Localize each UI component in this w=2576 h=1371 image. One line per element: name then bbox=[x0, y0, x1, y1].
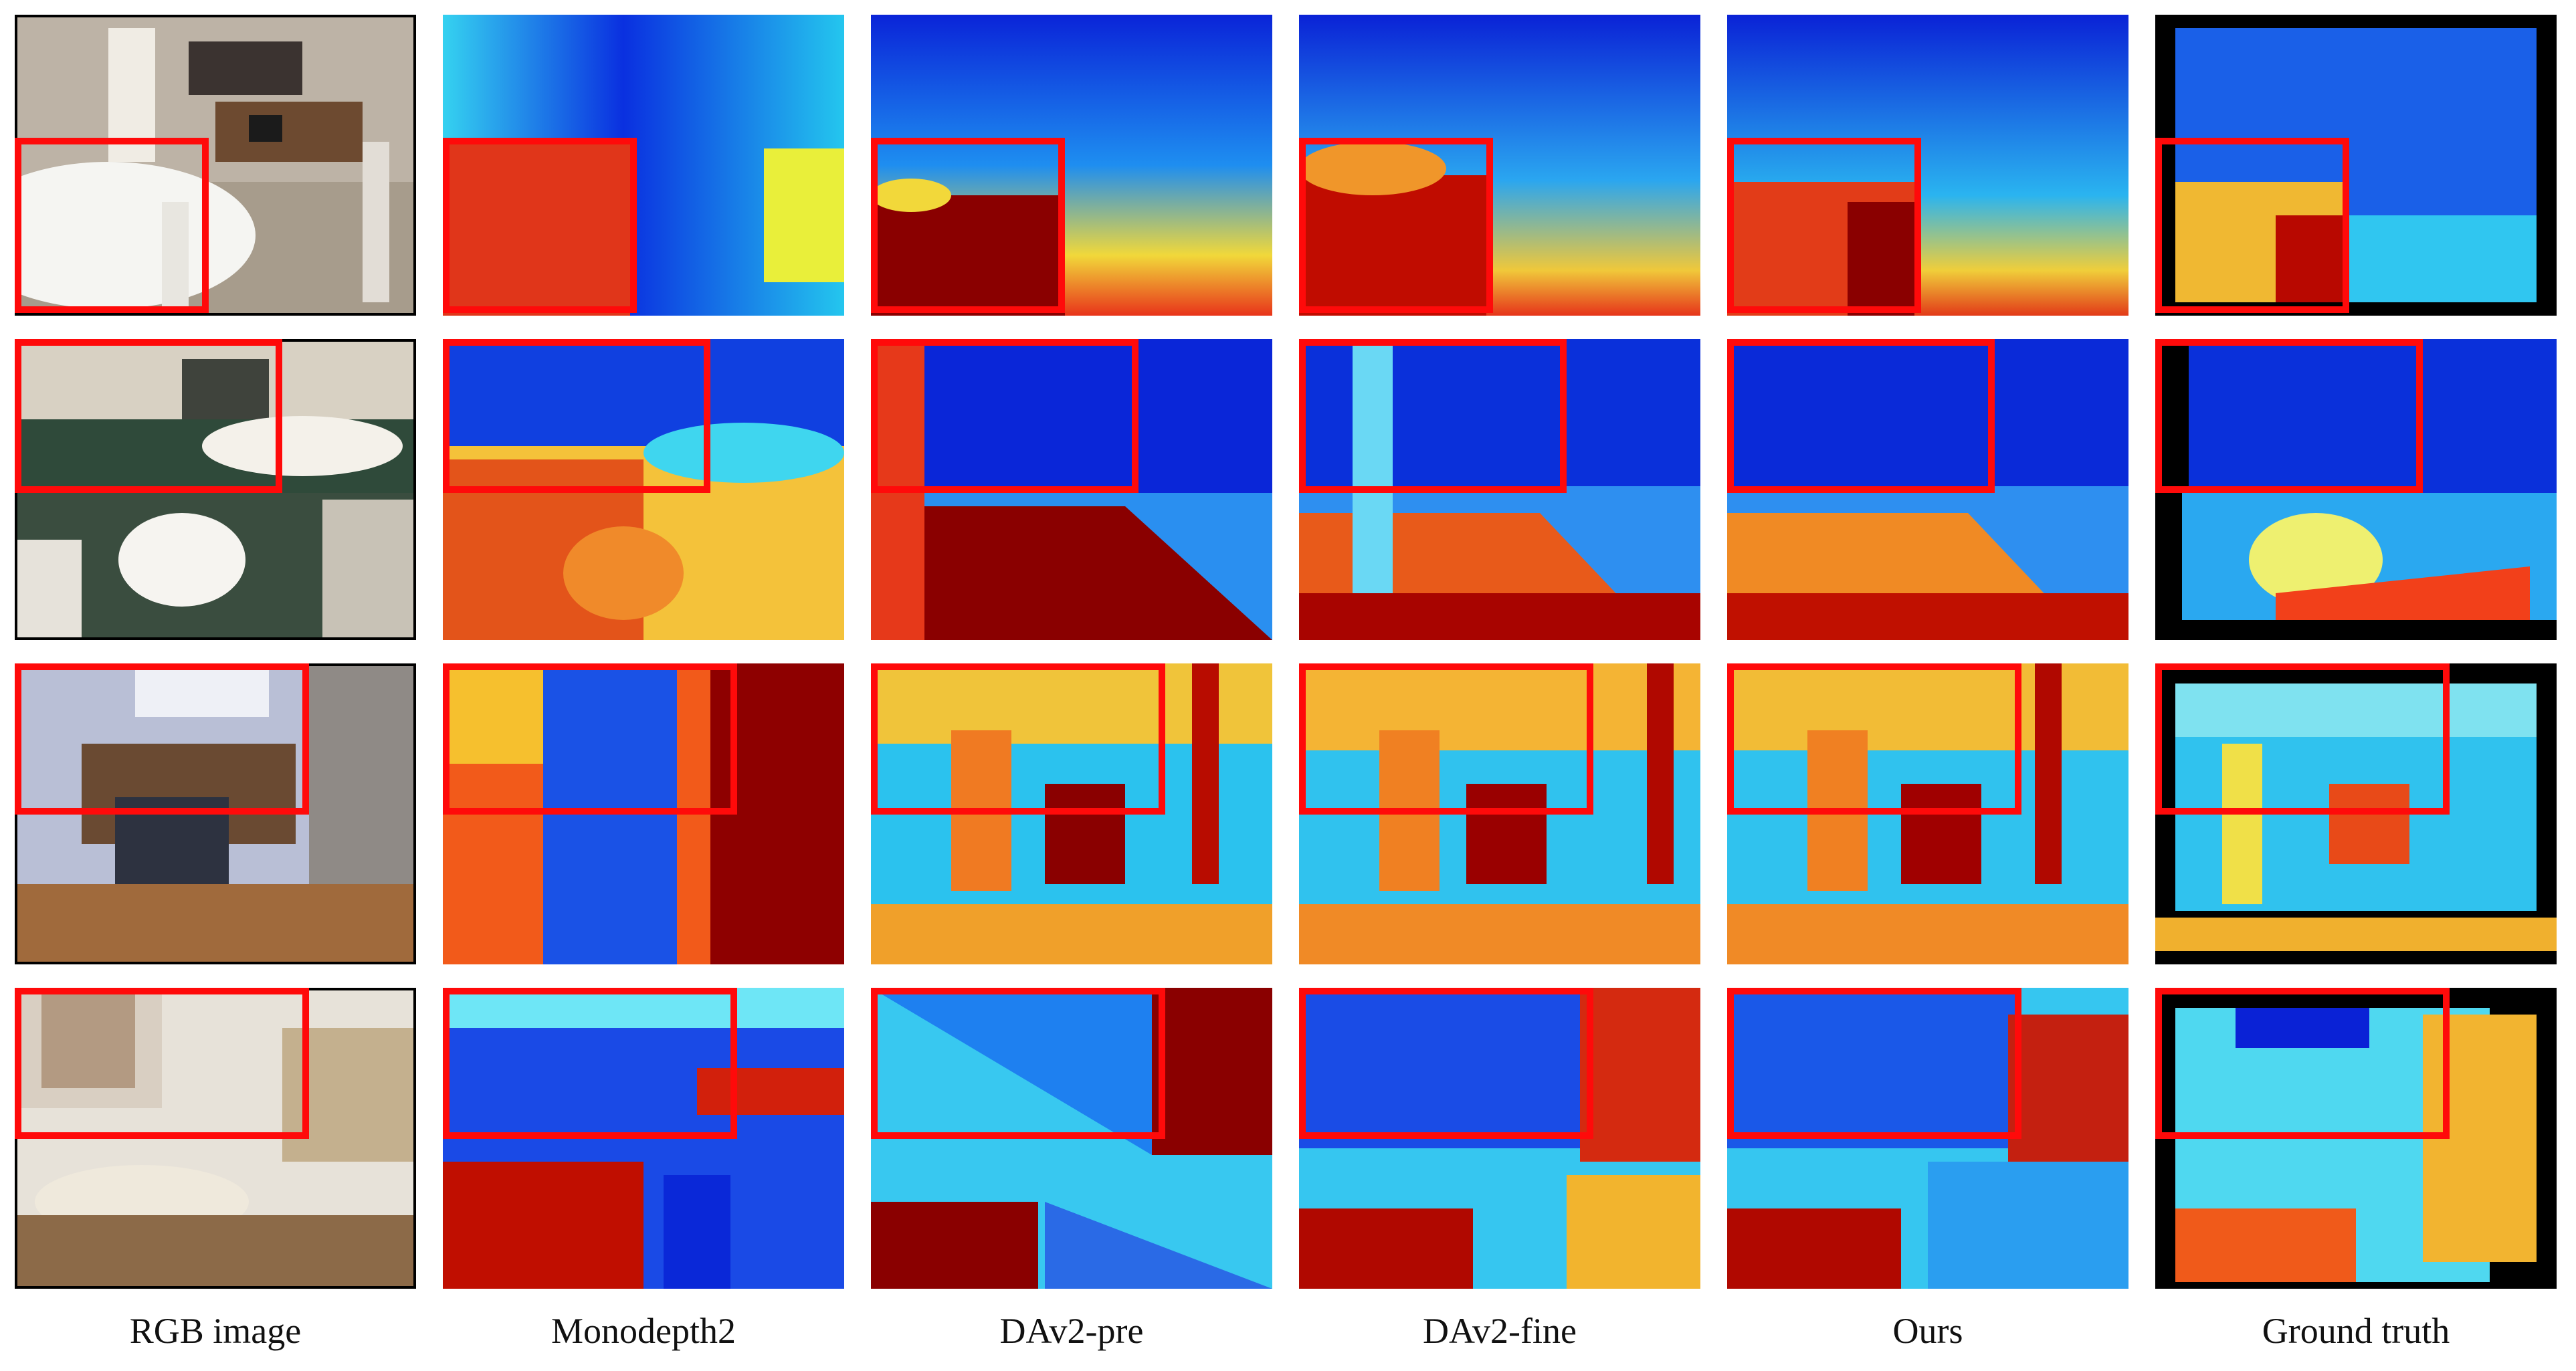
column-rgb-image: RGB image bbox=[15, 0, 416, 1371]
ground-truth-bathroom-tub bbox=[2155, 339, 2557, 640]
column-ground-truth: Ground truth bbox=[2155, 0, 2557, 1371]
dav2-pre-bedroom-desk bbox=[871, 663, 1272, 964]
monodepth2-bathroom-tub bbox=[443, 339, 844, 640]
dav2-fine-bedroom-desk bbox=[1299, 663, 1700, 964]
column-label-rgb-image: RGB image bbox=[129, 1311, 302, 1351]
ground-truth-bathroom-sink bbox=[2155, 988, 2557, 1289]
column-ours: Ours bbox=[1727, 0, 2128, 1371]
column-label-ground-truth: Ground truth bbox=[2262, 1311, 2450, 1351]
rgb-image-bathroom-sink bbox=[15, 988, 416, 1289]
column-monodepth2: Monodepth2 bbox=[443, 0, 844, 1371]
dav2-fine-bathroom-sink bbox=[1299, 988, 1700, 1289]
dav2-fine-bathroom-tub bbox=[1299, 339, 1700, 640]
rgb-image-bedroom-desk bbox=[15, 663, 416, 964]
ours-bedroom-desk bbox=[1727, 663, 2128, 964]
ground-truth-dining-room bbox=[2155, 15, 2557, 316]
monodepth2-bathroom-sink bbox=[443, 988, 844, 1289]
column-label-dav2-fine: DAv2-fine bbox=[1423, 1311, 1577, 1351]
dav2-pre-bathroom-sink bbox=[871, 988, 1272, 1289]
monodepth2-dining-room bbox=[443, 15, 844, 316]
monodepth2-bedroom-desk bbox=[443, 663, 844, 964]
rgb-image-bathroom-tub bbox=[15, 339, 416, 640]
column-dav2-fine: DAv2-fine bbox=[1299, 0, 1700, 1371]
dav2-fine-dining-room bbox=[1299, 15, 1700, 316]
dav2-pre-bathroom-tub bbox=[871, 339, 1272, 640]
ours-bathroom-sink bbox=[1727, 988, 2128, 1289]
ours-bathroom-tub bbox=[1727, 339, 2128, 640]
ours-dining-room bbox=[1727, 15, 2128, 316]
column-label-monodepth2: Monodepth2 bbox=[551, 1311, 736, 1351]
column-dav2-pre: DAv2-pre bbox=[871, 0, 1272, 1371]
ground-truth-bedroom-desk bbox=[2155, 663, 2557, 964]
column-label-dav2-pre: DAv2-pre bbox=[999, 1311, 1144, 1351]
rgb-image-dining-room bbox=[15, 15, 416, 316]
dav2-pre-dining-room bbox=[871, 15, 1272, 316]
column-label-ours: Ours bbox=[1892, 1311, 1963, 1351]
